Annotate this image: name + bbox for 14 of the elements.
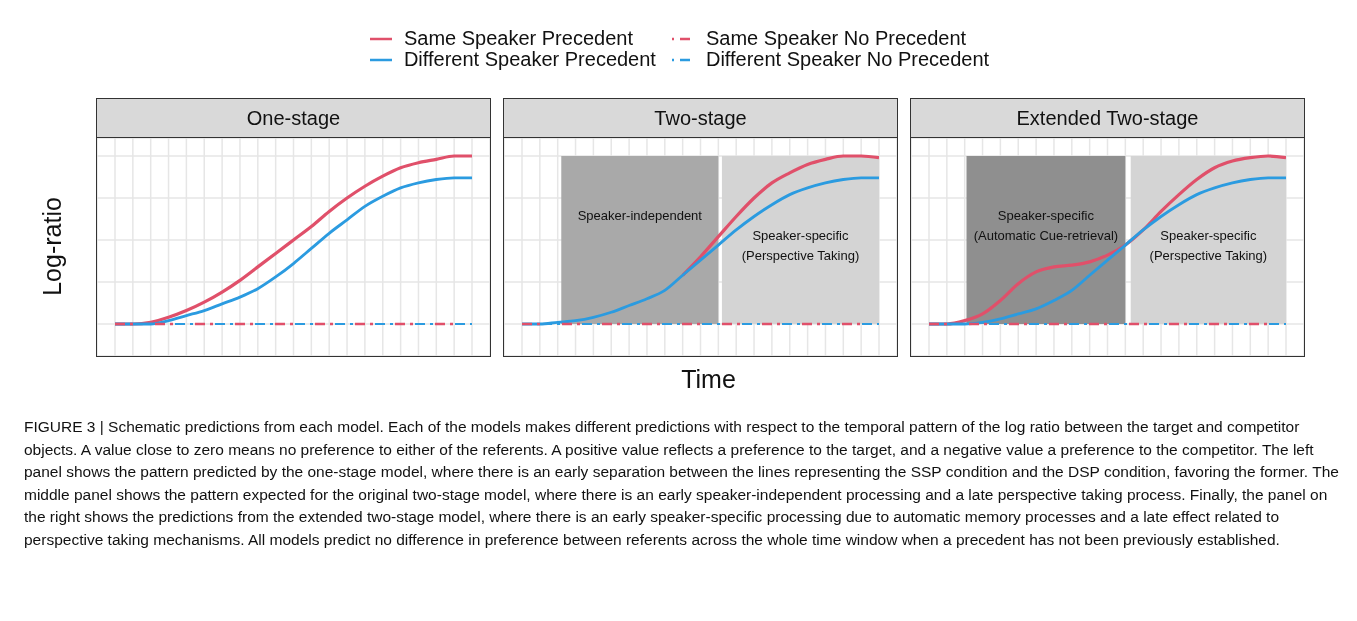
legend-label: Different Speaker No Precedent [705,48,990,70]
y-axis-title: Log-ratio [37,196,67,296]
x-axis-title: Time [680,365,737,394]
chart-title: Extended Two-stage [910,98,1305,137]
legend-label: Same Speaker Precedent [403,27,633,49]
annotation: Speaker-specific (Perspective Taking) [1149,228,1268,263]
legend-label: Same Speaker No Precedent [705,27,967,49]
caption: FIGURE 3 | Schematic predictions from each model. Each of the models makes different predictions with respect to the temporal pattern of the log ratio between the target and competitor objects. A value close to zero means no preference to either of the referents. A positive value reflects a preference to the target, and a negative value a preference to the competitor. The left panel shows the pattern predicted by the one-stage model, where there is an early separation between the lines representing the SSP condition and the DSP condition, favoring the former. The middle panel shows the pattern expected for the original two-stage model, where there is an early speaker-independent processing and a late perspective taking process. Finally, the panel on the right shows the predictions from the extended two-stage model, where there is an early speaker-specific processing due to automatic memory processes and a late effect related to perspective taking mechanisms. All models predict no difference in preference between referents across the whole time window when a precedent has not been previously established. [24,417,1340,550]
chart-title: Two-stage [503,98,898,137]
annotation: Speaker-specific (Perspective Taking) [741,228,860,263]
chart-title: One-stage [96,98,491,137]
legend-label: Different Speaker Precedent [403,48,656,70]
annotation: Speaker-independent [577,207,703,223]
annotation: Speaker-specific (Automatic Cue-retrieval) [973,207,1119,243]
